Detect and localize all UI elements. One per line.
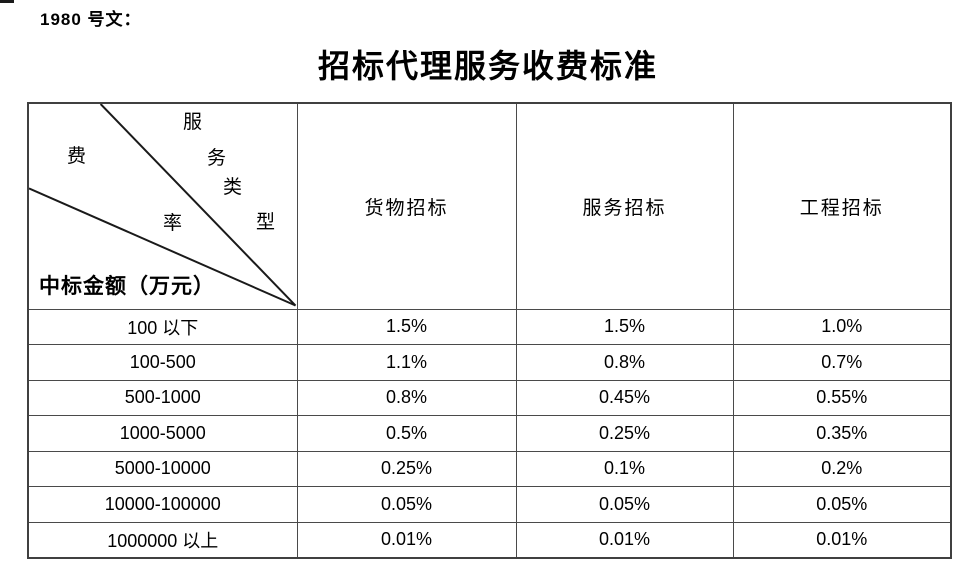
- page-title: 招标代理服务收费标准: [317, 48, 658, 84]
- fee-cell: 0.35%: [732, 415, 952, 452]
- fee-cell: 0.55%: [732, 379, 952, 416]
- fee-cell: 0.01%: [732, 521, 952, 558]
- fee-cell: 0.01%: [296, 521, 517, 558]
- fee-cell: 0.45%: [515, 379, 734, 416]
- table-row: 1000000 以上 0.01% 0.01% 0.01%: [27, 521, 952, 558]
- fee-cell: 0.7%: [732, 344, 952, 381]
- header-row: 服 务 类 型 费 率 中标金额（万元） 货物招标 服务招标 工程招标: [27, 102, 952, 310]
- diagonal-line-upper: [99, 104, 297, 307]
- diagonal-line-lower: [29, 187, 296, 307]
- table-row: 100-500 1.1% 0.8% 0.7%: [27, 344, 952, 381]
- fee-cell: 0.1%: [515, 450, 734, 487]
- fee-cell: 1.5%: [515, 308, 734, 345]
- row-label: 500-1000: [27, 379, 298, 416]
- fee-cell: 0.5%: [296, 415, 517, 452]
- fee-cell: 0.2%: [732, 450, 952, 487]
- row-axis-label: 中标金额（万元）: [39, 274, 215, 298]
- corner-type-char-3: 类: [223, 177, 243, 198]
- row-label: 5000-10000: [27, 450, 298, 487]
- fee-cell: 1.0%: [732, 308, 952, 345]
- fee-cell: 0.8%: [296, 379, 517, 416]
- fee-cell: 1.5%: [296, 308, 517, 345]
- fee-table: 服 务 类 型 费 率 中标金额（万元） 货物招标 服务招标 工程招标 100 …: [27, 102, 952, 559]
- row-label: 1000-5000: [27, 415, 298, 452]
- corner-type-char-4: 型: [256, 212, 276, 233]
- corner-type-char-2: 务: [207, 148, 227, 169]
- corner-artifact: [0, 0, 14, 3]
- corner-rate-char-2: 率: [163, 213, 183, 234]
- row-label: 1000000 以上: [27, 521, 298, 558]
- table-corner-cell: 服 务 类 型 费 率 中标金额（万元）: [27, 102, 298, 310]
- row-label: 100 以下: [27, 308, 298, 345]
- fee-cell: 0.05%: [732, 486, 952, 523]
- column-header-engineering: 工程招标: [732, 102, 952, 310]
- table-row: 500-1000 0.8% 0.45% 0.55%: [27, 379, 952, 416]
- table-row: 5000-10000 0.25% 0.1% 0.2%: [27, 450, 952, 487]
- doc-number-label: 1980 号文：: [40, 10, 142, 29]
- corner-type-char-1: 服: [183, 112, 203, 133]
- fee-cell: 0.05%: [515, 486, 734, 523]
- fee-cell: 0.25%: [515, 415, 734, 452]
- row-label: 100-500: [27, 344, 298, 381]
- fee-cell: 0.05%: [296, 486, 517, 523]
- fee-cell: 0.8%: [515, 344, 734, 381]
- table-row: 100 以下 1.5% 1.5% 1.0%: [27, 308, 952, 345]
- diagonal-lines: [29, 104, 297, 307]
- fee-cell: 0.01%: [515, 521, 734, 558]
- table-row: 1000-5000 0.5% 0.25% 0.35%: [27, 415, 952, 452]
- fee-cell: 1.1%: [296, 344, 517, 381]
- column-header-services: 服务招标: [515, 102, 734, 310]
- row-label: 10000-100000: [27, 486, 298, 523]
- corner-rate-char-1: 费: [67, 146, 87, 167]
- column-header-goods: 货物招标: [296, 102, 517, 310]
- table-row: 10000-100000 0.05% 0.05% 0.05%: [27, 486, 952, 523]
- fee-cell: 0.25%: [296, 450, 517, 487]
